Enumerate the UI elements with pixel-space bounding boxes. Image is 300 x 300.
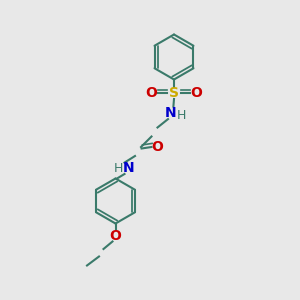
Text: H: H	[177, 109, 186, 122]
Text: N: N	[165, 106, 177, 119]
Text: H: H	[114, 161, 123, 175]
Text: O: O	[110, 229, 122, 242]
Text: S: S	[169, 86, 179, 100]
Text: N: N	[122, 161, 134, 175]
Text: O: O	[190, 86, 202, 100]
Text: O: O	[146, 86, 158, 100]
Text: O: O	[152, 140, 164, 154]
